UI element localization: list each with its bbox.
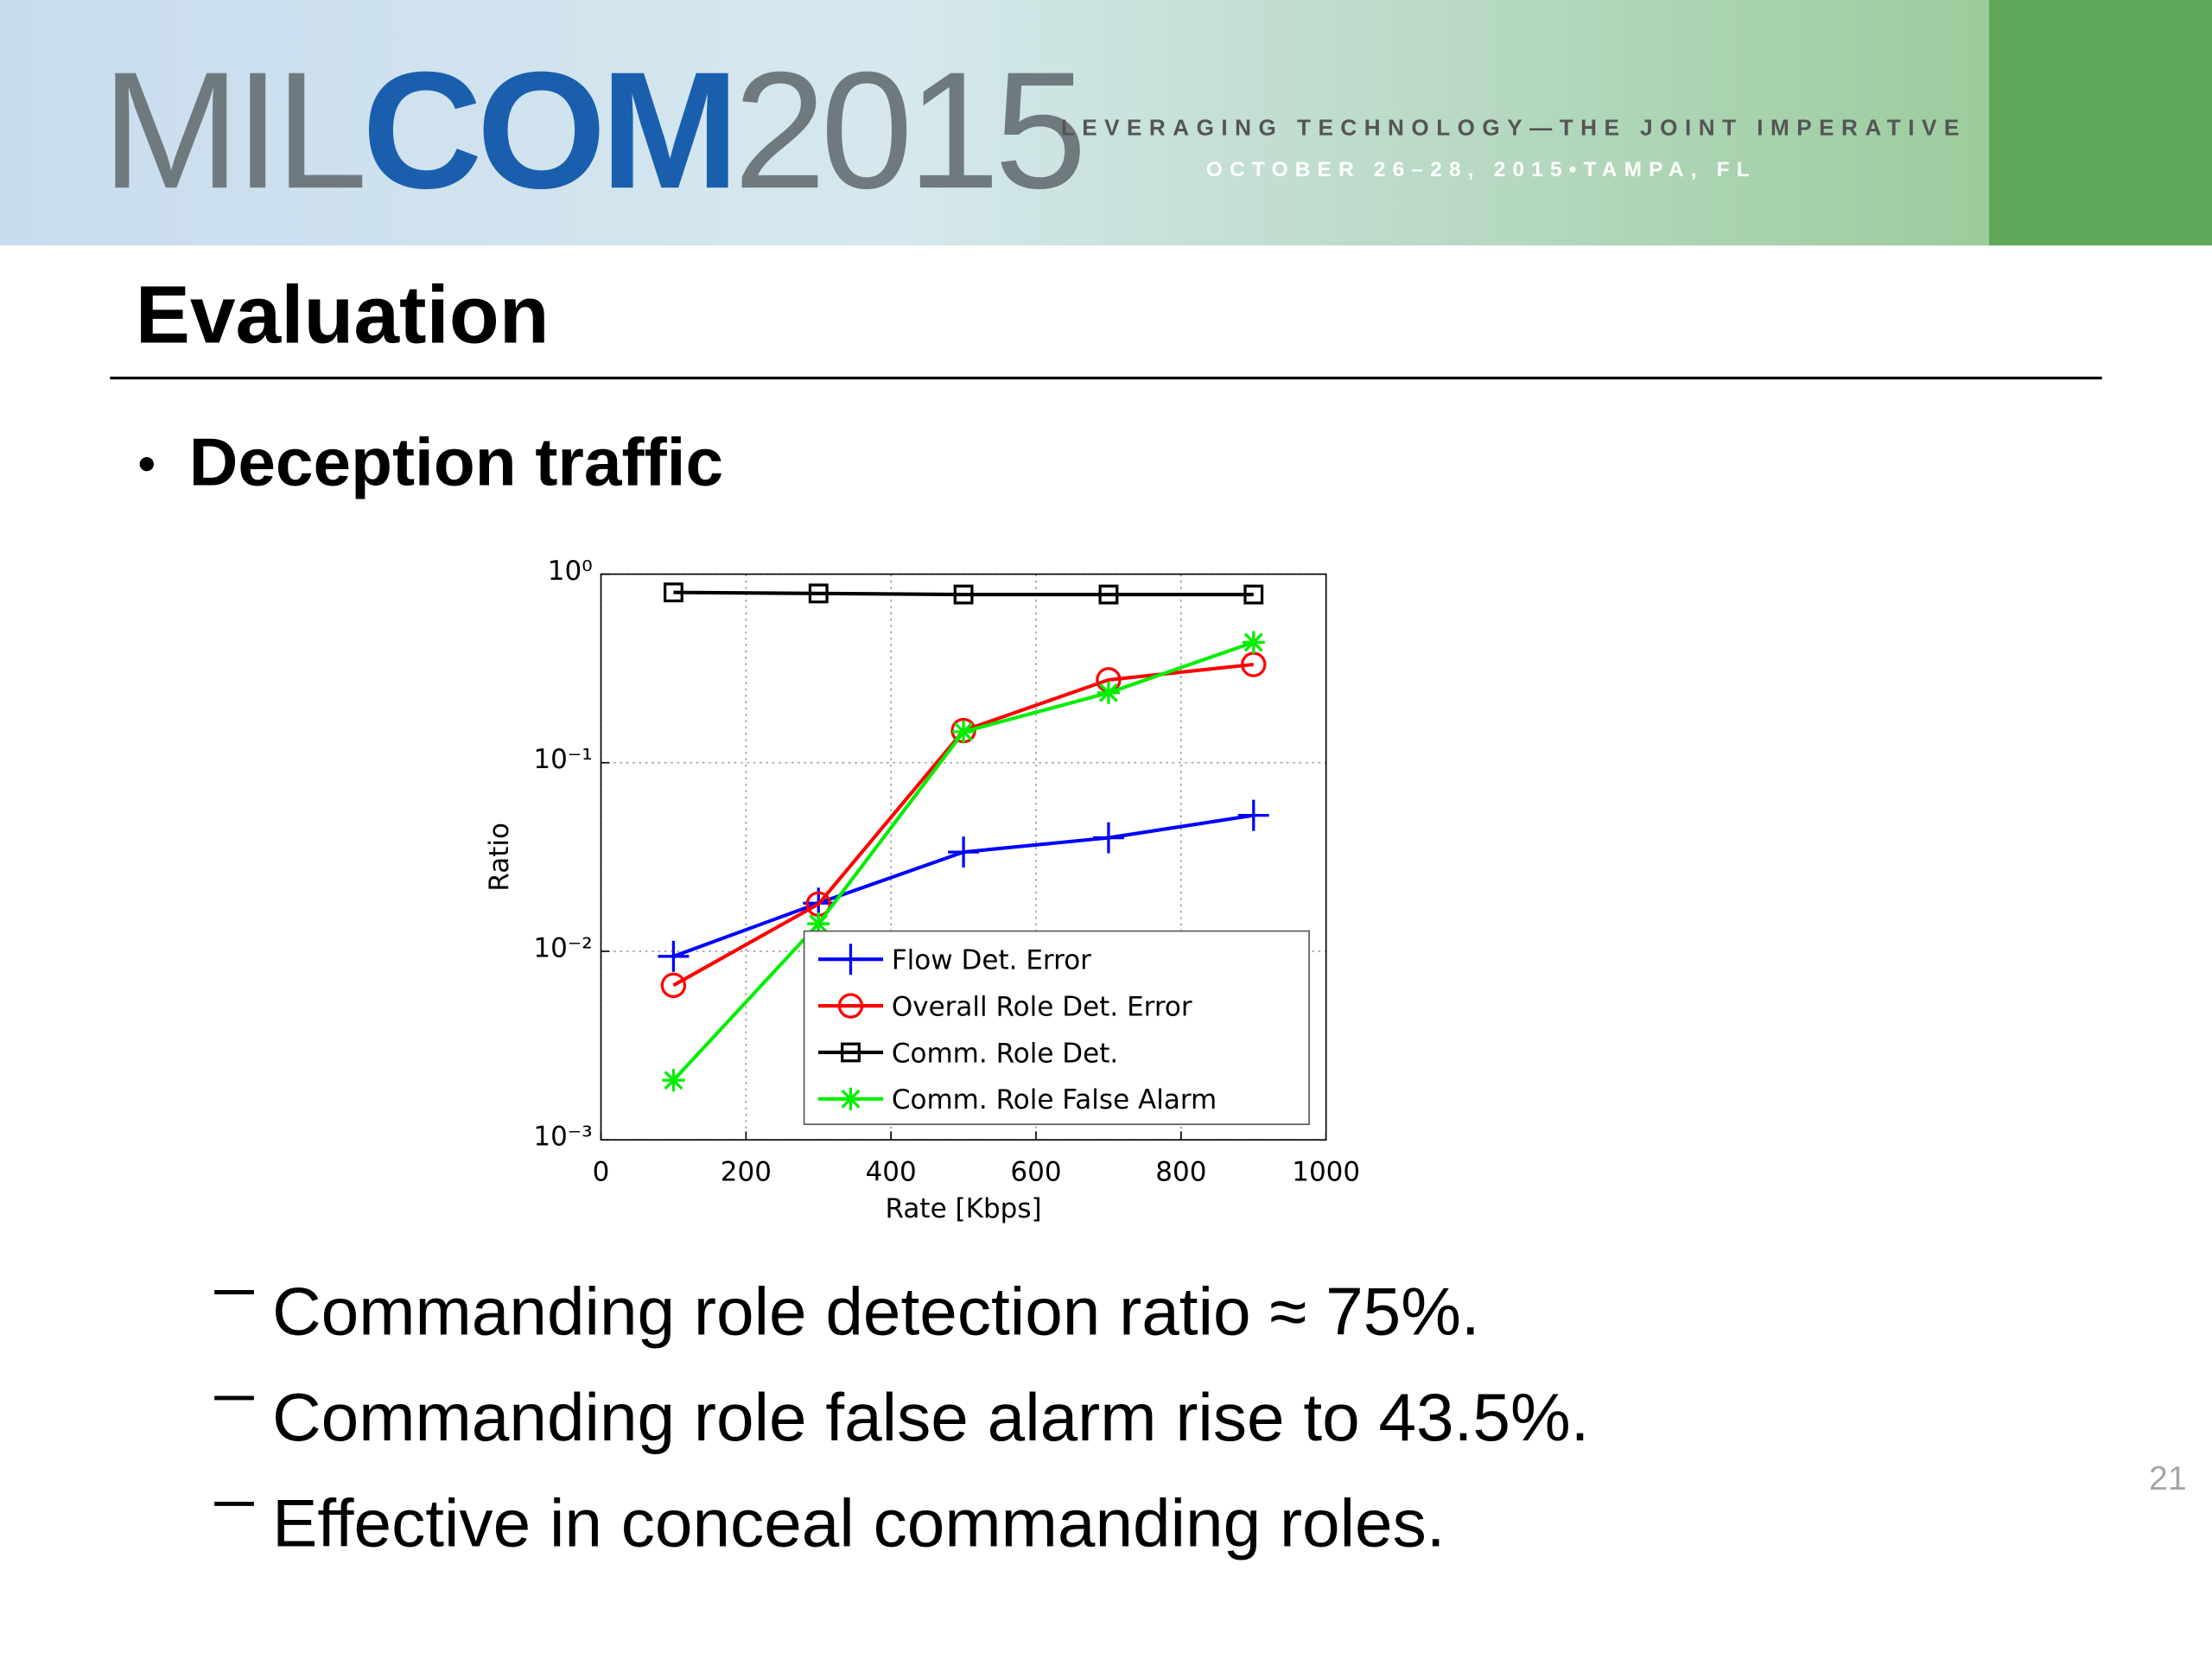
header-banner [0,0,1990,246]
legend-label: Comm. Role Det. [892,1038,1118,1069]
legend-marker [839,1087,862,1110]
sub-bullet-text: Commanding role false alarm rise to 43.5… [272,1379,1589,1455]
marker [808,583,829,604]
slide-title: Evaluation [136,270,550,361]
x-tick-label: 600 [1010,1157,1061,1188]
marker [662,1069,685,1092]
legend: Flow Det. Error Overall Role Det. Error Co… [803,930,1310,1126]
legend-box [803,930,1310,1126]
logo-right: 2015 [734,37,1081,223]
y-tick-label: 10⁻² [533,932,592,963]
legend-label: Comm. Role False Alarm [892,1084,1217,1116]
marker [658,940,690,972]
series-line [673,590,1254,597]
marker [663,582,683,603]
marker [1243,584,1264,605]
y-tick-label: 10⁰ [548,556,593,587]
sub-bullet-text: Effective in conceal commanding roles. [272,1484,1445,1560]
x-tick-label: 0 [593,1157,610,1188]
legend-marker [837,993,864,1019]
dates: OCTOBER 26–28, 2015•TAMPA, FL [1206,158,1757,181]
marker [1096,681,1120,704]
x-axis-label: Rate [Kbps] [886,1193,1042,1224]
sub-bullet-text: Commanding role detection ratio ≈ 75%. [272,1273,1480,1349]
chart: 0 200 400 600 800 1000 10⁻³ 10⁻² 10⁻¹ 10⁰ Rate [Kb… [484,556,1360,1224]
marker [1092,822,1124,854]
marker [660,972,687,999]
x-tick-label: 800 [1155,1157,1206,1188]
x-tick-label: 400 [866,1157,917,1188]
legend-marker [841,1042,861,1063]
logo-mid: COM [362,37,734,223]
x-tick-label: 1000 [1292,1157,1360,1188]
legend-marker [835,944,867,976]
plot-frame [600,573,1327,1141]
legend-label: Flow Det. Error [892,945,1091,976]
y-axis-label: Ratio [484,823,515,892]
marker [1237,799,1269,831]
marker [953,584,974,605]
sub-bullets: Commanding role detection ratio ≈ 75%. Co… [214,1273,1589,1560]
logo-left: MIL [102,37,363,223]
marker [948,836,980,868]
marker [952,720,976,743]
y-tick-label: 10⁻³ [533,1122,592,1153]
bullet-dot [139,456,154,472]
marker [1098,584,1119,605]
logo: MILCOM2015 [102,37,1082,223]
header-block [1989,0,2212,246]
bullet-text: Deception traffic [189,424,723,500]
legend-label: Overall Role Det. Error [892,992,1192,1023]
marker [807,912,830,936]
x-tick-label: 200 [721,1157,772,1188]
tagline: LEVERAGING TECHNOLOGY—THE JOINT IMPERATI… [1061,115,1967,141]
page-number: 21 [2149,1460,2187,1497]
marker [1242,631,1265,654]
y-tick-label: 10⁻¹ [533,744,592,775]
